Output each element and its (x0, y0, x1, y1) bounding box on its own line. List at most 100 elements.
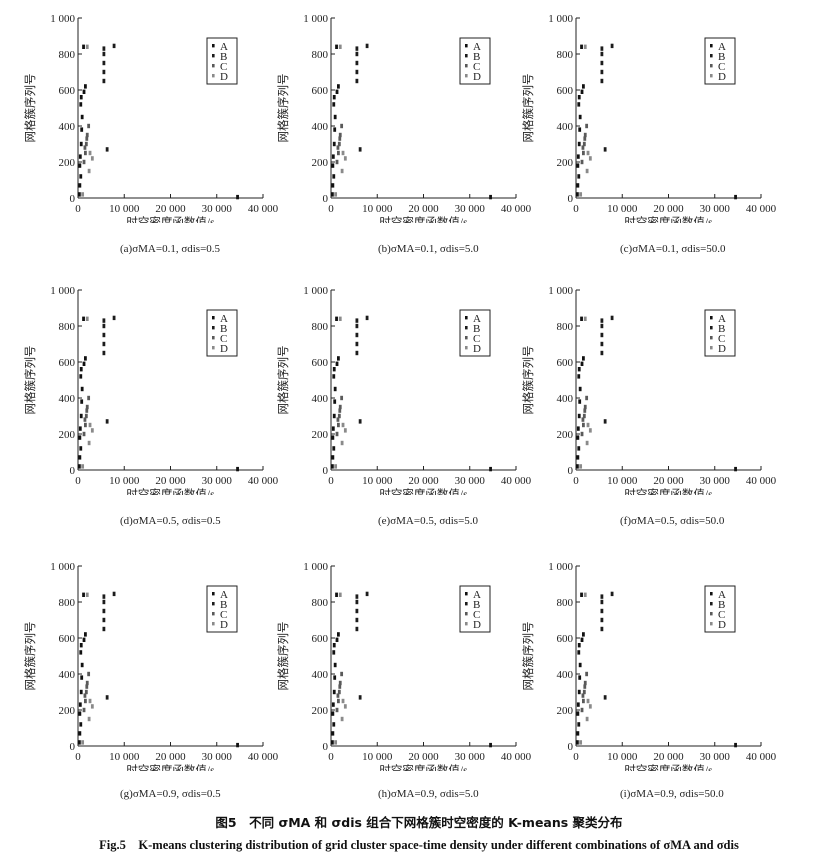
legend-marker-a (710, 592, 713, 596)
legend-label-b: B (718, 599, 725, 611)
point-a (82, 361, 86, 366)
point-c (83, 145, 87, 150)
point-d (583, 316, 587, 321)
point-b (102, 617, 106, 623)
x-tick-label: 20 000 (155, 751, 186, 763)
point-b (102, 350, 106, 356)
point-b (600, 617, 604, 623)
point-b (600, 332, 604, 338)
x-axis-label: 时空密度函数值/s (379, 215, 468, 223)
point-a (577, 643, 581, 648)
point-b (358, 695, 362, 700)
point-b (102, 46, 106, 51)
y-tick-label: 600 (59, 357, 76, 369)
legend-marker-d (465, 74, 468, 78)
point-c (336, 417, 340, 422)
point-d (334, 464, 338, 469)
point-c (580, 707, 584, 713)
point-a (577, 722, 581, 727)
point-b (102, 51, 106, 57)
point-a (78, 154, 82, 159)
legend-label-b: B (718, 323, 725, 335)
legend-marker-a (465, 592, 468, 596)
legend-label-d: D (718, 619, 726, 631)
point-b (355, 594, 359, 599)
point-a (577, 367, 581, 372)
legend-marker-d (710, 622, 713, 626)
y-axis-label: 网格簇序列号 (276, 622, 290, 691)
x-tick-label: 10 000 (607, 475, 638, 487)
x-tick-label: 10 000 (362, 751, 393, 763)
legend-label-a: A (220, 313, 228, 325)
legend-label-b: B (220, 599, 227, 611)
y-tick-label: 0 (323, 741, 329, 753)
point-b (355, 350, 359, 356)
legend-label-b: B (220, 323, 227, 335)
x-tick-label: 30 000 (700, 475, 731, 487)
point-d (81, 192, 85, 197)
legend-marker-d (212, 346, 215, 350)
point-b (102, 626, 106, 632)
y-tick-label: 0 (568, 465, 574, 477)
point-b (600, 60, 604, 66)
point-a (335, 89, 339, 94)
legend-label-c: C (473, 609, 480, 621)
point-b (105, 695, 109, 700)
y-tick-label: 600 (312, 85, 329, 97)
point-a (335, 592, 338, 597)
point-a (335, 637, 339, 642)
point-a (330, 740, 334, 745)
point-a (575, 192, 579, 197)
y-tick-label: 1 000 (548, 285, 573, 297)
point-a (578, 675, 582, 680)
point-a (332, 95, 336, 100)
point-a (578, 399, 582, 404)
x-tick-label: 30 000 (202, 203, 233, 215)
point-c (85, 132, 89, 138)
point-a (580, 316, 583, 321)
point-d (90, 428, 94, 433)
point-c (580, 431, 584, 437)
point-a (580, 89, 584, 94)
point-d (586, 422, 590, 428)
legend-label-c: C (220, 61, 227, 73)
point-b (355, 60, 359, 66)
point-a (79, 95, 83, 100)
point-c (582, 141, 586, 147)
point-a (331, 455, 335, 460)
point-c (84, 413, 88, 419)
caption-b: (b)σMA=0.1, σdis=5.0 (378, 243, 479, 255)
point-a (577, 102, 581, 107)
point-a (489, 742, 492, 748)
x-tick-label: 10 000 (362, 475, 393, 487)
point-c (582, 689, 586, 695)
point-b (102, 608, 106, 614)
point-a (331, 702, 335, 707)
point-d (90, 704, 94, 709)
point-a (331, 711, 335, 716)
y-tick-label: 0 (568, 741, 574, 753)
y-tick-label: 800 (557, 321, 574, 333)
point-a (734, 194, 737, 200)
point-d (340, 168, 344, 174)
x-tick-label: 10 000 (362, 203, 393, 215)
legend-marker-b (710, 54, 713, 58)
y-tick-label: 1 000 (50, 285, 75, 297)
point-b (102, 69, 106, 75)
point-a (332, 689, 336, 695)
point-d (334, 740, 338, 745)
caption-d: (d)σMA=0.5, σdis=0.5 (120, 515, 221, 527)
point-a (576, 163, 580, 168)
y-tick-label: 1 000 (303, 285, 328, 297)
point-a (577, 689, 581, 695)
point-b (112, 315, 116, 321)
point-a (330, 192, 334, 197)
x-tick-label: 10 000 (109, 475, 140, 487)
point-a (332, 141, 336, 147)
y-tick-label: 200 (557, 157, 574, 169)
y-tick-label: 400 (557, 669, 574, 681)
point-b (355, 51, 359, 57)
point-a (80, 386, 84, 392)
point-b (365, 315, 369, 321)
legend-marker-b (710, 326, 713, 330)
